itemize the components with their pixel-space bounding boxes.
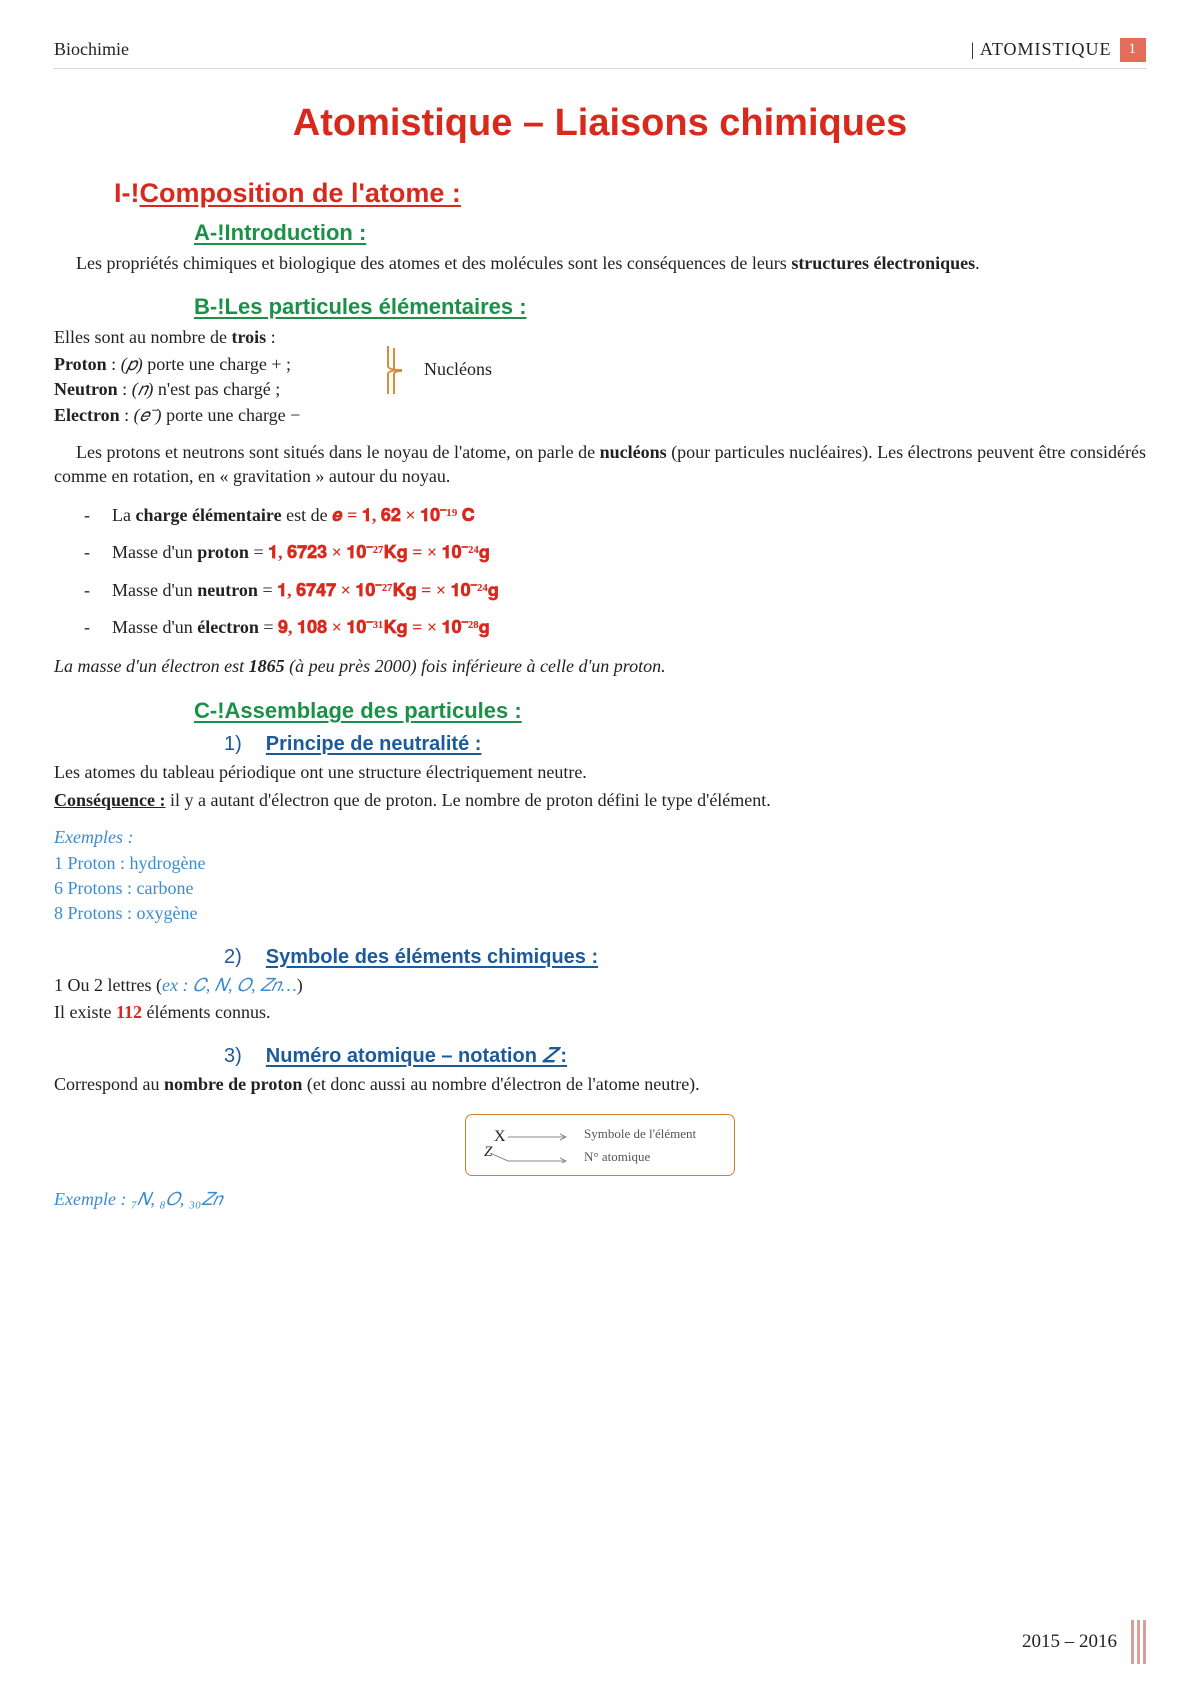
c1-example-label: Exemples : xyxy=(54,826,1146,849)
c1-heading: 1) Principe de neutralité : xyxy=(224,731,1146,757)
c3-heading: 3) Numéro atomique – notation 𝑍 : xyxy=(224,1043,1146,1069)
c1-p2: Conséquence : il y a autant d'électron q… xyxy=(54,789,1146,812)
header-right: | ATOMISTIQUE 1 xyxy=(971,38,1146,62)
subsection-b-heading: B-!Les particules élémentaires : xyxy=(194,293,1146,322)
mass-proton-row: - Masse d'un proton = 𝟏, 𝟔𝟕𝟐𝟑 × 𝟏𝟎⁻²⁷𝐊𝐠 … xyxy=(84,541,1146,564)
footer-decoration-icon xyxy=(1131,1620,1146,1664)
header-divider xyxy=(54,68,1146,69)
notation-label-symbol: Symbole de l'élément xyxy=(584,1126,696,1143)
c2-heading: 2) Symbole des éléments chimiques : xyxy=(224,944,1146,970)
notation-x: X xyxy=(494,1127,506,1148)
c3-example: Exemple : ₇𝑁, ₈𝑂, ₃₀𝑍𝑛 xyxy=(54,1188,1146,1211)
example-carbon: 6 Protons : carbone xyxy=(54,877,1146,900)
nucleons-paragraph: Les protons et neutrons sont situés dans… xyxy=(54,441,1146,488)
footer-year: 2015 – 2016 xyxy=(1022,1630,1117,1655)
c2-p1: 1 Ou 2 lettres (ex : 𝐶, 𝑁, 𝑂, 𝑍𝑛…) xyxy=(54,974,1146,997)
particle-electron: Electron : (𝑒⁻) porte une charge − xyxy=(54,404,1146,427)
c2-p2: Il existe 112 éléments connus. xyxy=(54,1001,1146,1024)
mass-neutron-row: - Masse d'un neutron = 𝟏, 𝟔𝟕𝟒𝟕 × 𝟏𝟎⁻²⁷𝐊𝐠… xyxy=(84,579,1146,602)
electron-mass-note: La masse d'un électron est 1865 (à peu p… xyxy=(54,655,1146,678)
mass-electron-row: - Masse d'un électron = 𝟗, 𝟏𝟎𝟖 × 𝟏𝟎⁻³¹𝐊𝐠… xyxy=(84,616,1146,639)
header-section-label: | ATOMISTIQUE xyxy=(971,38,1112,61)
notation-label-atomic: N° atomique xyxy=(584,1149,650,1166)
c1-examples: 1 Proton : hydrogène 6 Protons : carbone… xyxy=(54,852,1146,926)
nucleons-label: Nucléons xyxy=(424,358,492,381)
page-footer: 2015 – 2016 xyxy=(1022,1620,1146,1664)
subsection-c-heading: C-!Assemblage des particules : xyxy=(194,697,1146,726)
header-left: Biochimie xyxy=(54,38,129,61)
c1-p1: Les atomes du tableau périodique ont une… xyxy=(54,761,1146,784)
example-hydrogen: 1 Proton : hydrogène xyxy=(54,852,1146,875)
document-title: Atomistique – Liaisons chimiques xyxy=(54,99,1146,148)
c3-p1: Correspond au nombre de proton (et donc … xyxy=(54,1073,1146,1096)
particles-block: Elles sont au nombre de trois : Proton :… xyxy=(54,326,1146,428)
page: Biochimie | ATOMISTIQUE 1 Atomistique – … xyxy=(0,0,1200,1698)
notation-diagram: Z X Symbole de l'élément N° atomique xyxy=(54,1114,1146,1176)
page-number-badge: 1 xyxy=(1120,38,1147,62)
example-oxygen: 8 Protons : oxygène xyxy=(54,902,1146,925)
arrow-icon xyxy=(508,1133,578,1141)
notation-box: Z X Symbole de l'élément N° atomique xyxy=(465,1114,735,1176)
particles-intro: Elles sont au nombre de trois : xyxy=(54,326,1146,349)
arrow-icon xyxy=(490,1153,578,1163)
masses-list: - La charge élémentaire est de 𝒆 = 𝟏, 𝟔𝟐… xyxy=(84,504,1146,640)
particle-neutron: Neutron : (𝑛) n'est pas chargé ; xyxy=(54,378,1146,401)
intro-paragraph: Les propriétés chimiques et biologique d… xyxy=(54,252,1146,275)
subsection-a-heading: A-!Introduction : xyxy=(194,219,1146,248)
section-1-heading: I-!Composition de l'atome : xyxy=(114,176,1146,211)
nucleons-bracket-icon xyxy=(386,346,420,396)
charge-row: - La charge élémentaire est de 𝒆 = 𝟏, 𝟔𝟐… xyxy=(84,504,1146,527)
page-header: Biochimie | ATOMISTIQUE 1 xyxy=(54,38,1146,62)
particle-proton: Proton : (𝑝) porte une charge + ; xyxy=(54,353,1146,376)
